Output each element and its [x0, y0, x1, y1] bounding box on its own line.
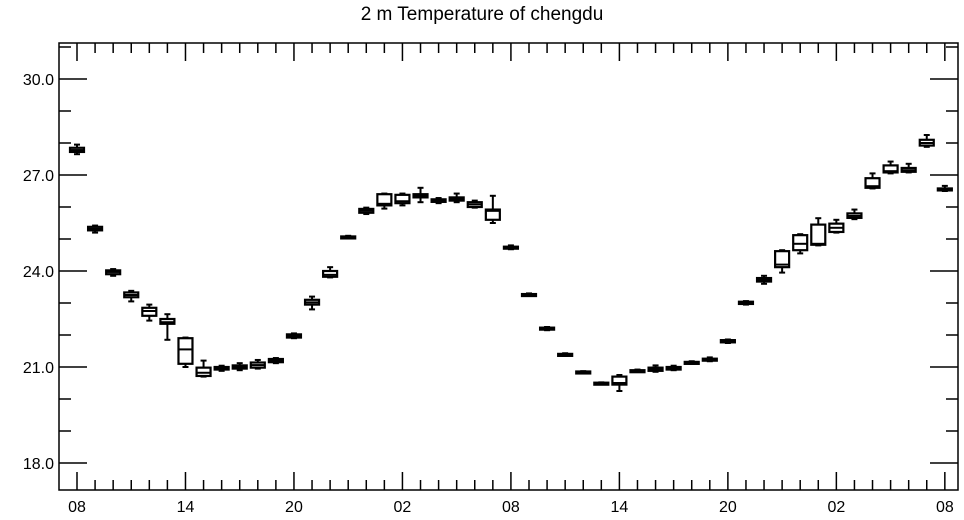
y-tick-label: 30.0 — [23, 72, 54, 89]
box-plot — [611, 374, 628, 392]
box-plot — [918, 134, 935, 148]
box-plot — [141, 303, 158, 322]
x-tick-label: 14 — [611, 499, 629, 516]
box-plot — [285, 332, 303, 340]
y-tick-label: 24.0 — [23, 264, 54, 281]
chart-title: 2 m Temperature of chengdu — [360, 4, 604, 25]
box-plot — [484, 194, 501, 224]
x-axis: 08 14 20 02 08 14 20 02 08 — [68, 43, 954, 516]
box-plot — [322, 266, 339, 279]
x-tick-label: 14 — [177, 499, 195, 516]
box-iqr — [774, 250, 791, 269]
box-plot — [683, 360, 700, 365]
box-plot — [105, 268, 122, 277]
box-plot — [249, 358, 266, 370]
box-iqr — [177, 337, 194, 365]
box-plot — [267, 357, 284, 365]
box-plot — [557, 352, 574, 357]
box-plot — [900, 162, 917, 174]
box-plot — [394, 192, 411, 207]
box-plot — [864, 172, 881, 190]
x-tick-label: 20 — [285, 499, 303, 516]
box-plot — [846, 208, 863, 221]
plot-frame — [58, 42, 959, 491]
x-tick-label: 08 — [936, 499, 954, 516]
x-tick-label: 02 — [394, 499, 412, 516]
box-plot — [448, 192, 465, 204]
x-tick-label: 08 — [68, 499, 86, 516]
box-iqr — [882, 164, 899, 174]
y-tick-label: 21.0 — [23, 360, 54, 377]
box-plot — [828, 218, 845, 234]
box-plot — [520, 292, 538, 298]
box-series — [68, 134, 953, 392]
box-plot — [719, 338, 736, 344]
box-plot — [340, 234, 357, 240]
box-plot — [123, 289, 140, 303]
box-plot — [774, 249, 791, 274]
box-plot — [376, 192, 393, 210]
x-tick-label: 20 — [719, 499, 737, 516]
y-tick-label: 18.0 — [23, 456, 54, 473]
box-iqr — [611, 375, 628, 386]
box-plot — [195, 359, 212, 378]
box-plot — [575, 370, 592, 375]
x-tick-label: 08 — [502, 499, 520, 516]
box-plot — [737, 300, 755, 306]
box-iqr — [864, 177, 881, 189]
box-plot — [593, 381, 610, 386]
box-plot — [466, 199, 483, 209]
x-tick-label: 02 — [827, 499, 845, 516]
box-iqr — [810, 223, 827, 246]
box-plot — [629, 368, 646, 374]
box-plot — [810, 217, 827, 247]
box-plot — [882, 160, 899, 175]
box-plot — [665, 364, 682, 372]
box-iqr — [376, 193, 393, 207]
box-plot — [430, 197, 447, 205]
box-plot — [755, 274, 773, 285]
box-plot — [502, 244, 520, 251]
box-iqr — [792, 234, 809, 252]
box-plot — [68, 143, 86, 156]
box-plot — [358, 206, 375, 216]
box-plot — [231, 362, 248, 372]
box-plot — [159, 313, 176, 341]
box-plot — [303, 295, 321, 311]
box-plot — [936, 184, 953, 192]
box-iqr — [394, 193, 411, 205]
box-plot — [538, 326, 556, 332]
box-plot — [213, 364, 230, 372]
y-axis: 18.0 21.0 24.0 27.0 30.0 — [23, 46, 958, 473]
box-plot — [792, 233, 809, 255]
box-plot — [647, 364, 664, 373]
box-plot — [86, 224, 104, 234]
box-iqr — [484, 208, 501, 221]
box-plot — [412, 186, 429, 204]
box-plot — [701, 356, 718, 363]
box-plot — [177, 336, 194, 368]
y-tick-label: 27.0 — [23, 168, 54, 185]
